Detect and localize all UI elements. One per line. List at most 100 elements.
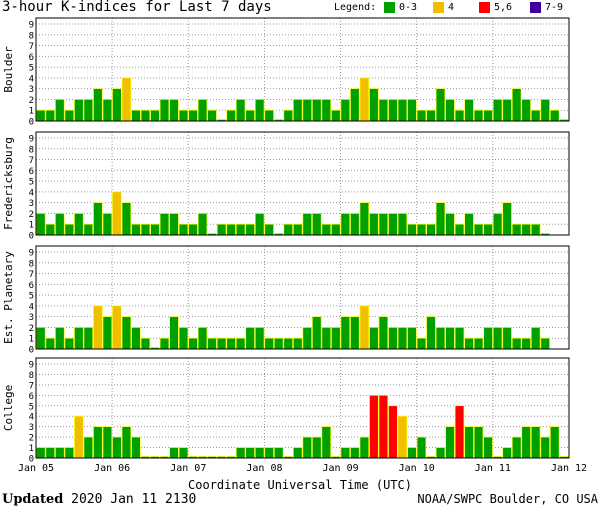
kp-bar — [131, 223, 141, 236]
kp-bar — [473, 223, 484, 236]
kp-bar — [150, 109, 160, 122]
kp-bar — [159, 337, 170, 350]
kp-bar — [397, 213, 408, 236]
kp-bar — [492, 99, 503, 122]
kp-bar — [102, 426, 113, 459]
kp-bar — [416, 109, 427, 122]
kp-bar — [359, 202, 370, 236]
kp-bar — [378, 213, 389, 236]
y-tick-label: 6 — [29, 392, 34, 402]
kp-bar — [397, 99, 408, 122]
kp-bar — [112, 88, 122, 122]
kp-bar — [502, 327, 512, 350]
y-tick-label: 1 — [29, 107, 34, 117]
kp-bar — [121, 426, 132, 459]
kp-bar — [235, 223, 246, 236]
kp-bar — [321, 223, 331, 236]
kp-bar — [426, 109, 436, 122]
kp-bar — [407, 223, 417, 236]
x-axis-label: Coordinate Universal Time (UTC) — [188, 478, 412, 492]
y-tick-label: 5 — [29, 402, 34, 412]
kp-bar — [369, 213, 379, 236]
kp-bar — [255, 213, 265, 236]
kp-bar — [64, 223, 74, 236]
kp-bar — [321, 99, 331, 122]
kp-bar — [521, 223, 531, 236]
legend-title: Legend: — [334, 2, 377, 13]
legend-label-0-3: 0-3 — [399, 2, 418, 13]
kp-bar — [511, 337, 522, 350]
kp-bar — [388, 99, 398, 122]
kp-bar — [340, 99, 350, 122]
kp-bar — [235, 99, 246, 122]
kp-bar — [36, 327, 46, 350]
kp-bar — [531, 109, 541, 122]
kp-bar — [511, 88, 522, 122]
y-tick-label: 8 — [29, 371, 34, 381]
kp-bar — [74, 99, 84, 122]
kp-bar — [283, 337, 293, 350]
kp-bar — [45, 447, 55, 459]
kp-bar — [264, 447, 274, 459]
kp-bar — [464, 426, 474, 459]
kp-bar — [293, 99, 303, 122]
kp-bar — [340, 213, 350, 236]
kp-bar — [226, 223, 236, 236]
kp-bar — [388, 213, 398, 236]
kp-bar — [102, 316, 113, 350]
plot-frame — [35, 17, 570, 122]
kp-bar — [369, 395, 379, 459]
kp-bar — [435, 447, 446, 459]
legend-label-7-9: 7-9 — [545, 2, 564, 13]
kp-bar — [454, 327, 465, 350]
x-tick-label: Jan 11 — [475, 463, 511, 474]
kp-bar — [255, 447, 265, 459]
kp-bar — [359, 305, 370, 350]
kp-bar — [340, 316, 350, 350]
kp-bar — [150, 223, 160, 236]
kp-bar — [350, 213, 360, 236]
y-tick-label: 0 — [29, 118, 34, 128]
kp-bar — [36, 109, 46, 122]
kp-bar — [207, 109, 217, 122]
kp-bar — [93, 88, 103, 122]
kp-bar — [454, 109, 465, 122]
updated-line: Updated 2020 Jan 11 2130 — [2, 492, 196, 507]
kp-bar — [293, 447, 303, 459]
y-tick-label: 4 — [29, 74, 34, 84]
kp-bar — [531, 426, 541, 459]
kp-bar — [397, 327, 408, 350]
panel-label: Fredericksburg — [2, 137, 15, 230]
kp-bar — [93, 305, 103, 350]
kp-bar — [445, 99, 455, 122]
y-tick-label: 3 — [29, 423, 34, 433]
kp-bar — [255, 327, 265, 350]
kp-bar — [131, 436, 141, 459]
y-tick-label: 0 — [29, 232, 34, 242]
kp-bar — [531, 223, 541, 236]
kp-bar — [83, 99, 94, 122]
kp-bar — [55, 327, 65, 350]
kp-bar — [64, 447, 74, 459]
y-tick-label: 4 — [29, 302, 34, 312]
kp-bar — [112, 305, 122, 350]
plot-frame — [35, 245, 570, 350]
kp-bar — [378, 99, 389, 122]
y-tick-label: 1 — [29, 444, 34, 454]
kp-bar — [550, 109, 560, 122]
kp-bar — [102, 99, 113, 122]
y-tick-label: 7 — [29, 270, 34, 280]
kp-bar — [245, 447, 255, 459]
source-credit: NOAA/SWPC Boulder, CO USA — [417, 492, 598, 506]
kp-bar — [293, 337, 303, 350]
kp-bar — [454, 223, 465, 236]
kp-bar — [45, 337, 55, 350]
kp-bar — [350, 88, 360, 122]
kp-bar — [331, 327, 341, 350]
kp-bar — [407, 99, 417, 122]
chart-title: 3-hour K-indices for Last 7 days — [2, 0, 272, 15]
y-tick-label: 9 — [29, 135, 34, 145]
kp-bar — [407, 327, 417, 350]
y-tick-label: 6 — [29, 281, 34, 291]
